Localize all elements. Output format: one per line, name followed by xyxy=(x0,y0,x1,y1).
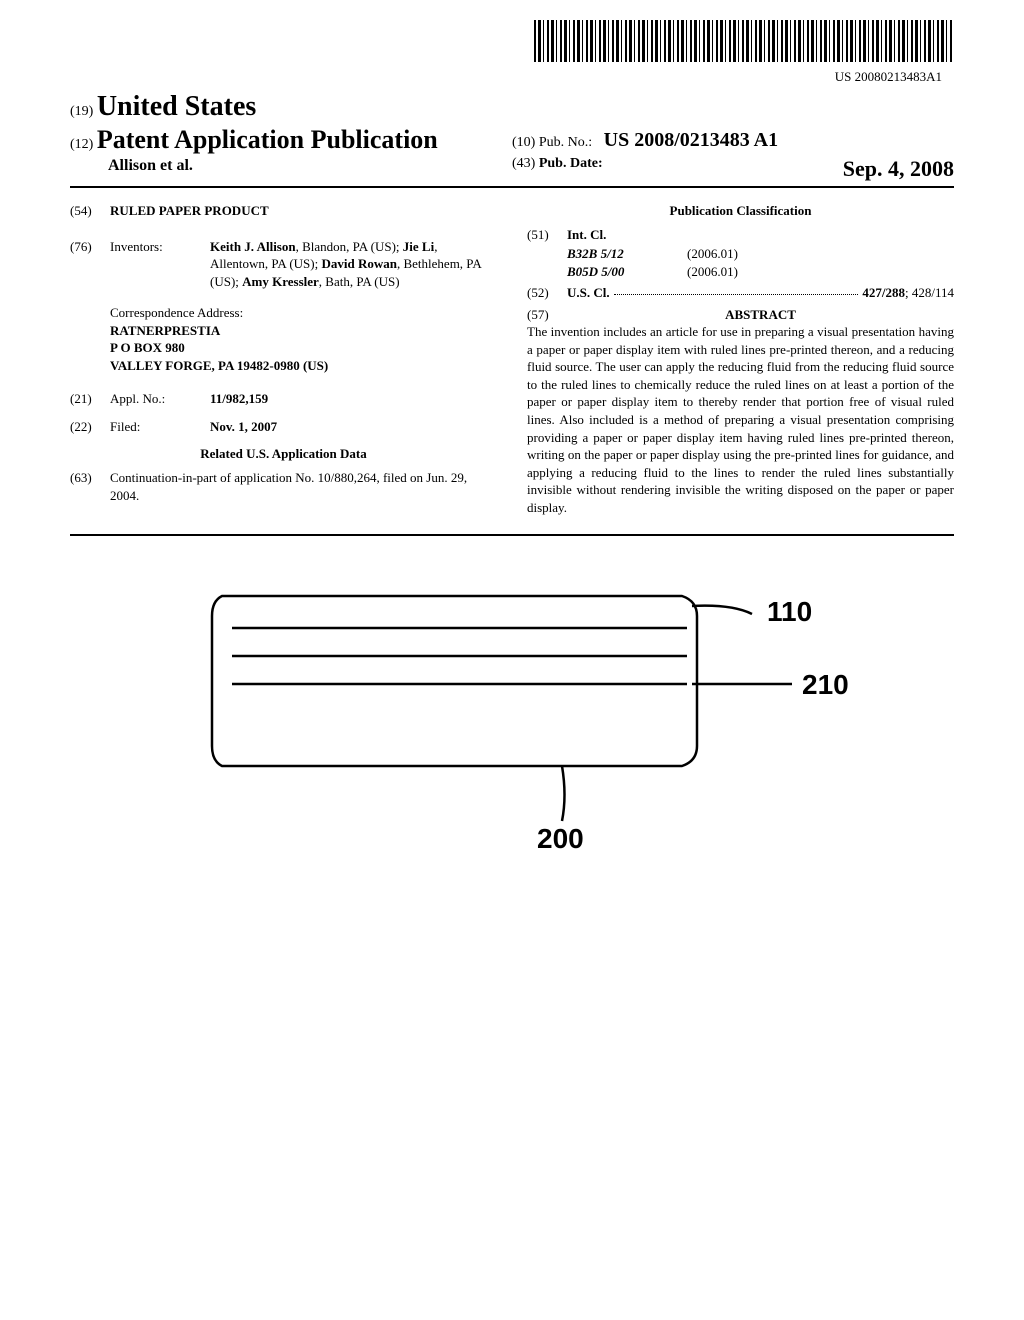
correspondence-block: Correspondence Address: RATNERPRESTIA P … xyxy=(110,304,497,374)
country-line: (19) United States xyxy=(70,91,512,123)
title-row: (54) RULED PAPER PRODUCT xyxy=(70,202,497,220)
pubno-line: (10) Pub. No.: US 2008/0213483 A1 xyxy=(512,129,954,152)
country: United States xyxy=(97,91,256,122)
corr-line-3: VALLEY FORGE, PA 19482-0980 (US) xyxy=(110,357,497,375)
code-52: (52) xyxy=(527,284,567,302)
corr-line-2: P O BOX 980 xyxy=(110,339,497,357)
code-10: (10) xyxy=(512,135,535,150)
related-text: Continuation-in-part of application No. … xyxy=(110,469,497,504)
inventor-3-name: David Rowan xyxy=(321,256,397,271)
abstract-header-row: (57) ABSTRACT xyxy=(527,306,954,324)
applno: 11/982,159 xyxy=(210,390,268,408)
intcl-table: B32B 5/12 (2006.01) B05D 5/00 (2006.01) xyxy=(567,245,954,280)
pubdate-left: (43) Pub. Date: xyxy=(512,156,603,182)
figure-drawing: 110 210 200 xyxy=(142,566,882,856)
barcode-graphic xyxy=(534,20,954,62)
pub-type: Patent Application Publication xyxy=(97,125,438,154)
code-63: (63) xyxy=(70,469,110,504)
body-columns: (54) RULED PAPER PRODUCT (76) Inventors:… xyxy=(70,202,954,536)
intcl-2-ver: (2006.01) xyxy=(687,263,738,281)
corr-line-1: RATNERPRESTIA xyxy=(110,322,497,340)
inventors-list: Keith J. Allison, Blandon, PA (US); Jie … xyxy=(210,238,497,291)
related-row: (63) Continuation-in-part of application… xyxy=(70,469,497,504)
left-column: (54) RULED PAPER PRODUCT (76) Inventors:… xyxy=(70,202,497,516)
inventor-4-loc: , Bath, PA (US) xyxy=(319,274,400,289)
right-column: Publication Classification (51) Int. Cl.… xyxy=(527,202,954,516)
filed-date: Nov. 1, 2007 xyxy=(210,418,277,436)
author-line: Allison et al. xyxy=(70,157,512,175)
filed-label: Filed: xyxy=(110,418,210,436)
intcl-2-code: B05D 5/00 xyxy=(567,263,687,281)
intcl-entry-1: B32B 5/12 (2006.01) xyxy=(567,245,954,263)
uscl-values: 427/288; 428/114 xyxy=(862,284,954,302)
intcl-1-code: B32B 5/12 xyxy=(567,245,687,263)
code-76: (76) xyxy=(70,238,110,291)
figure-area: 110 210 200 xyxy=(70,566,954,861)
invention-title: RULED PAPER PRODUCT xyxy=(110,202,269,220)
pubdate-line: (43) Pub. Date: Sep. 4, 2008 xyxy=(512,156,954,182)
paper-outline xyxy=(212,596,697,766)
code-51: (51) xyxy=(527,226,567,244)
inventor-4-name: Amy Kressler xyxy=(242,274,319,289)
uscl-val-2: ; 428/114 xyxy=(905,285,954,300)
figure-label-210: 210 xyxy=(802,669,849,700)
code-22: (22) xyxy=(70,418,110,436)
code-12: (12) xyxy=(70,137,93,152)
patent-page: US 20080213483A1 (19) United States (12)… xyxy=(0,0,1024,901)
code-21: (21) xyxy=(70,390,110,408)
inventor-1-name: Keith J. Allison xyxy=(210,239,296,254)
abstract-text: The invention includes an article for us… xyxy=(527,323,954,516)
pubdate: Sep. 4, 2008 xyxy=(843,156,954,182)
uscl-val-1: 427/288 xyxy=(862,285,905,300)
intcl-label: Int. Cl. xyxy=(567,226,606,244)
header-right: (10) Pub. No.: US 2008/0213483 A1 (43) P… xyxy=(512,91,954,182)
header: (19) United States (12) Patent Applicati… xyxy=(70,91,954,188)
intcl-entry-2: B05D 5/00 (2006.01) xyxy=(567,263,954,281)
filed-row: (22) Filed: Nov. 1, 2007 xyxy=(70,418,497,436)
corr-label: Correspondence Address: xyxy=(110,304,497,322)
pubno: US 2008/0213483 A1 xyxy=(604,129,778,151)
applno-label: Appl. No.: xyxy=(110,390,210,408)
inventors-label: Inventors: xyxy=(110,238,210,291)
uscl-dots xyxy=(614,284,859,295)
intcl-1-ver: (2006.01) xyxy=(687,245,738,263)
abstract-title: ABSTRACT xyxy=(567,306,954,324)
uscl-row: (52) U.S. Cl. 427/288; 428/114 xyxy=(527,284,954,302)
leader-200 xyxy=(562,766,565,821)
code-43: (43) xyxy=(512,156,535,171)
inventors-row: (76) Inventors: Keith J. Allison, Blando… xyxy=(70,238,497,291)
applno-row: (21) Appl. No.: 11/982,159 xyxy=(70,390,497,408)
code-57: (57) xyxy=(527,306,567,324)
uscl-label: U.S. Cl. xyxy=(567,284,610,302)
pub-type-line: (12) Patent Application Publication xyxy=(70,125,512,155)
figure-label-200: 200 xyxy=(537,823,584,854)
code-19: (19) xyxy=(70,104,93,119)
leader-110 xyxy=(692,606,752,614)
pubdate-label: Pub. Date: xyxy=(539,156,603,171)
intcl-row: (51) Int. Cl. xyxy=(527,226,954,244)
pubclass-title: Publication Classification xyxy=(527,202,954,220)
barcode-number: US 20080213483A1 xyxy=(70,69,942,85)
pubno-label: Pub. No.: xyxy=(539,135,592,150)
barcode-area: US 20080213483A1 xyxy=(70,20,954,85)
figure-label-110: 110 xyxy=(767,596,812,627)
inventor-1-loc: , Blandon, PA (US); xyxy=(296,239,403,254)
inventor-2-name: Jie Li xyxy=(403,239,434,254)
header-left: (19) United States (12) Patent Applicati… xyxy=(70,91,512,182)
related-title: Related U.S. Application Data xyxy=(70,445,497,463)
code-54: (54) xyxy=(70,202,110,220)
